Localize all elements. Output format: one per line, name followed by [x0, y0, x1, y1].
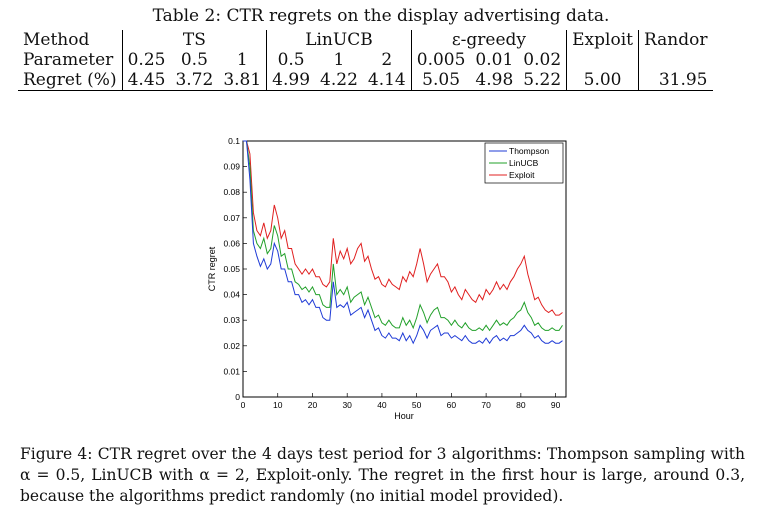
param-cell: 0.01 — [475, 50, 514, 70]
x-tick-label: 0 — [241, 400, 246, 410]
param-cell — [566, 50, 639, 70]
regret-row: Regret (%) 4.45 3.72 3.81 4.99 4.22 4.14… — [18, 70, 713, 91]
x-tick-label: 50 — [412, 400, 422, 410]
regret-cell: 4.45 — [121, 70, 171, 91]
group-random: Randor — [637, 30, 713, 50]
parameter-row: Parameter 0.25 0.5 1 0.5 1 2 0.005 0.01 … — [18, 50, 713, 70]
x-tick-label: 40 — [377, 400, 387, 410]
y-tick-label: 0.04 — [223, 290, 240, 300]
regret-cell: 4.99 — [266, 70, 316, 91]
regret-cell: 5.00 — [566, 70, 639, 91]
regret-cell: 5.22 — [518, 70, 567, 91]
param-cell: 0.5 — [266, 50, 316, 70]
group-linucb: LinUCB — [266, 30, 412, 50]
legend: Thompson LinUCB Exploit — [484, 142, 564, 184]
param-cell — [637, 50, 713, 70]
y-tick-label: 0.02 — [223, 341, 240, 351]
x-tick-label: 70 — [481, 400, 491, 410]
y-axis-label: CTR regret — [207, 246, 217, 291]
figure-caption: Figure 4: CTR regret over the 4 days tes… — [20, 445, 745, 505]
legend-label-thompson: Thompson — [509, 146, 549, 156]
plot-area — [242, 140, 567, 398]
y-tick-label: 0.06 — [223, 238, 240, 248]
y-tick-label: 0.03 — [223, 315, 240, 325]
series-line-linucb — [243, 140, 563, 332]
table-caption: Table 2: CTR regrets on the display adve… — [152, 6, 610, 26]
regret-cell: 4.22 — [315, 70, 363, 91]
y-tick-label: 0.07 — [223, 213, 240, 223]
regret-chart: 0 10 20 30 40 50 60 70 80 90 0 0.01 0.02 0.03 0.04 0.05… — [207, 136, 567, 421]
x-tick-label: 20 — [308, 400, 318, 410]
param-cell: 0.5 — [180, 50, 208, 70]
regret-cell: 31.95 — [637, 70, 713, 91]
series-line-thompson — [243, 140, 563, 345]
y-tick-label: 0.1 — [228, 136, 240, 146]
group-ts: TS — [121, 30, 267, 50]
group-exploit: Exploit — [566, 30, 639, 50]
legend-label-linucb: LinUCB — [509, 158, 539, 168]
regret-cell: 4.14 — [362, 70, 412, 91]
y-tick-label: 0.05 — [223, 264, 240, 274]
x-tick-label: 10 — [273, 400, 283, 410]
param-cell: 0.005 — [410, 50, 471, 70]
legend-label-exploit: Exploit — [509, 170, 535, 180]
results-table: Method TS LinUCB ε-greedy Exploit Randor… — [18, 30, 713, 91]
param-cell: 2 — [381, 50, 393, 70]
y-tick-label: 0 — [235, 392, 240, 402]
param-cell: 0.02 — [523, 50, 562, 70]
y-tick-label: 0.09 — [223, 162, 240, 172]
parameter-label: Parameter — [23, 50, 114, 70]
param-cell: 1 — [333, 50, 345, 70]
y-tick-label: 0.08 — [223, 187, 240, 197]
x-tick-label: 30 — [342, 400, 352, 410]
regret-cell: 3.72 — [170, 70, 219, 91]
regret-cell: 5.05 — [410, 70, 471, 91]
param-cell: 1 — [236, 50, 248, 70]
y-tick-label: 0.01 — [223, 366, 240, 376]
method-label: Method — [23, 30, 90, 50]
regret-cell: 4.98 — [470, 70, 519, 91]
x-tick-label: 80 — [516, 400, 526, 410]
method-row: Method TS LinUCB ε-greedy Exploit Randor — [18, 30, 713, 50]
x-axis-label: Hour — [394, 411, 414, 421]
regret-label: Regret (%) — [18, 70, 123, 91]
series-line-exploit — [243, 140, 563, 316]
regret-cell: 3.81 — [218, 70, 267, 91]
param-cell: 0.25 — [121, 50, 171, 70]
x-tick-label: 90 — [551, 400, 561, 410]
group-egreedy: ε-greedy — [410, 30, 567, 50]
x-tick-label: 60 — [447, 400, 457, 410]
